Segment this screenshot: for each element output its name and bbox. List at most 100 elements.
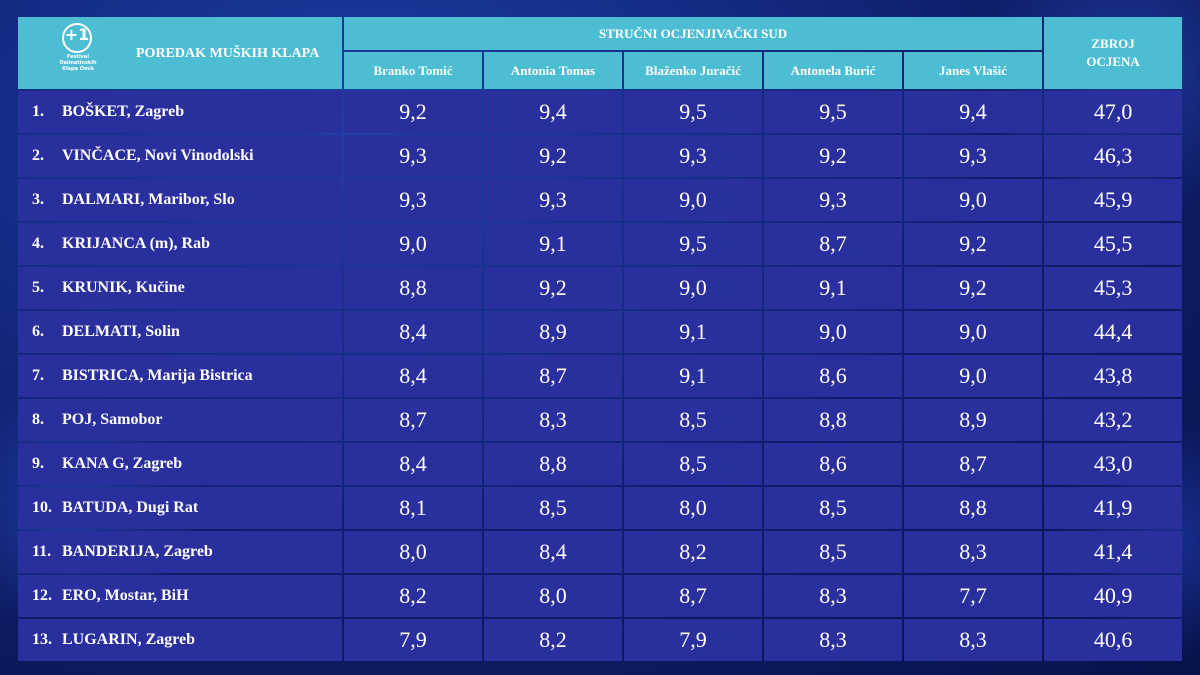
klapa-name-cell: 11. BANDERIJA, Zagreb [18, 531, 342, 573]
table-row: 8. POJ, Samobor 8,7 8,3 8,5 8,8 8,9 43,2 [18, 399, 1183, 441]
score-cell: 8,9 [484, 311, 622, 353]
klapa-name-cell: 2. VINČACE, Novi Vinodolski [18, 135, 342, 177]
score-cell: 9,1 [484, 223, 622, 265]
score-cell: 8,8 [484, 443, 622, 485]
table-row: 5. KRUNIK, Kučine 8,8 9,2 9,0 9,1 9,2 45,3 [18, 267, 1183, 309]
total-cell: 41,9 [1044, 487, 1183, 529]
rank-label: 12. [32, 587, 52, 604]
klapa-name-cell: 3. DALMARI, Maribor, Slo [18, 179, 342, 221]
table-row: 2. VINČACE, Novi Vinodolski 9,3 9,2 9,3 9,2 9,… [18, 135, 1183, 177]
score-cell: 9,2 [484, 267, 622, 309]
score-cell: 8,1 [344, 487, 482, 529]
score-cell: 9,3 [344, 135, 482, 177]
score-cell: 8,3 [484, 399, 622, 441]
score-cell: 8,2 [624, 531, 762, 573]
score-cell: 9,2 [764, 135, 902, 177]
klapa-name: DALMARI, Maribor, Slo [62, 191, 235, 208]
klapa-name-cell: 5. KRUNIK, Kučine [18, 267, 342, 309]
score-cell: 8,3 [764, 619, 902, 661]
rank-label: 10. [32, 499, 52, 516]
juror-header-2: Antonia Tomas [484, 52, 622, 89]
rank-label: 1. [32, 103, 44, 120]
klapa-name: POJ, Samobor [62, 411, 163, 428]
klapa-name: LUGARIN, Zagreb [62, 631, 196, 648]
score-cell: 8,3 [764, 575, 902, 617]
score-cell: 9,0 [624, 179, 762, 221]
klapa-name: KRIJANCA (m), Rab [62, 235, 210, 252]
klapa-name-cell: 8. POJ, Samobor [18, 399, 342, 441]
score-cell: 9,4 [904, 91, 1043, 133]
klapa-name-cell: 10. BATUDA, Dugi Rat [18, 487, 342, 529]
total-header-line1: ZBROJ [1091, 36, 1135, 51]
total-cell: 44,4 [1044, 311, 1183, 353]
score-cell: 7,7 [904, 575, 1043, 617]
juror-header-4: Antonela Burić [764, 52, 902, 89]
total-cell: 45,5 [1044, 223, 1183, 265]
juror-header-3: Blaženko Juračić [624, 52, 762, 89]
logo-circle-icon [62, 23, 92, 53]
score-cell: 9,3 [344, 179, 482, 221]
score-cell: 9,0 [904, 355, 1043, 397]
score-cell: 9,1 [624, 355, 762, 397]
total-header-line2: OCJENA [1086, 54, 1140, 69]
jury-header: STRUČNI OCJENJIVAČKI SUD [344, 17, 1043, 50]
score-cell: 8,7 [904, 443, 1043, 485]
table-row: 12. ERO, Mostar, BiH 8,2 8,0 8,7 8,3 7,7 40,9 [18, 575, 1183, 617]
score-cell: 8,7 [624, 575, 762, 617]
score-cell: 8,8 [764, 399, 902, 441]
score-cell: 9,3 [484, 179, 622, 221]
klapa-name-cell: 1. BOŠKET, Zagreb [18, 91, 342, 133]
score-cell: 8,0 [624, 487, 762, 529]
rank-label: 5. [32, 279, 44, 296]
score-cell: 9,0 [904, 179, 1043, 221]
klapa-name-cell: 13. LUGARIN, Zagreb [18, 619, 342, 661]
score-cell: 8,0 [344, 531, 482, 573]
score-cell: 8,5 [624, 443, 762, 485]
klapa-name: KRUNIK, Kučine [62, 279, 185, 296]
table-row: 13. LUGARIN, Zagreb 7,9 8,2 7,9 8,3 8,3 40,6 [18, 619, 1183, 661]
rank-label: 6. [32, 323, 44, 340]
table-row: 4. KRIJANCA (m), Rab 9,0 9,1 9,5 8,7 9,2 45,5 [18, 223, 1183, 265]
total-cell: 45,9 [1044, 179, 1183, 221]
score-cell: 8,7 [764, 223, 902, 265]
score-cell: 8,7 [344, 399, 482, 441]
score-cell: 8,5 [764, 487, 902, 529]
table-row: 6. DELMATI, Solin 8,4 8,9 9,1 9,0 9,0 44,4 [18, 311, 1183, 353]
score-cell: 9,3 [904, 135, 1043, 177]
klapa-name-cell: 4. KRIJANCA (m), Rab [18, 223, 342, 265]
score-cell: 9,2 [484, 135, 622, 177]
total-cell: 43,8 [1044, 355, 1183, 397]
score-cell: 9,1 [624, 311, 762, 353]
logo-glyph: +1 [64, 25, 90, 44]
score-cell: 9,3 [764, 179, 902, 221]
title-cell: +1 Festival Dalmatinskih Klapa Omiš PORE… [18, 17, 342, 89]
score-cell: 8,5 [764, 531, 902, 573]
table-row: 7. BISTRICA, Marija Bistrica 8,4 8,7 9,1 8,6 9… [18, 355, 1183, 397]
juror-header-row: Branko Tomić Antonia Tomas Blaženko Jurači… [18, 52, 1182, 89]
klapa-name: BOŠKET, Zagreb [62, 103, 185, 120]
logo-caption: Festival Dalmatinskih Klapa Omiš [59, 54, 97, 72]
klapa-name: VINČACE, Novi Vinodolski [62, 147, 254, 164]
results-table: +1 Festival Dalmatinskih Klapa Omiš PORE… [16, 15, 1184, 663]
juror-header-1: Branko Tomić [344, 52, 482, 89]
juror-header-5: Janes Vlašić [904, 52, 1043, 89]
score-cell: 9,2 [904, 223, 1043, 265]
score-cell: 8,3 [904, 531, 1043, 573]
score-cell: 9,5 [764, 91, 902, 133]
score-cell: 9,0 [624, 267, 762, 309]
score-cell: 8,4 [344, 311, 482, 353]
score-cell: 8,4 [344, 355, 482, 397]
rank-label: 11. [32, 543, 52, 560]
total-cell: 40,6 [1044, 619, 1183, 661]
total-cell: 40,9 [1044, 575, 1183, 617]
score-cell: 9,0 [344, 223, 482, 265]
rank-label: 3. [32, 191, 44, 208]
rank-label: 9. [32, 455, 44, 472]
klapa-name: BANDERIJA, Zagreb [62, 543, 213, 560]
page-title: POREDAK MUŠKIH KLAPA [136, 46, 320, 61]
score-cell: 8,9 [904, 399, 1043, 441]
festival-logo: +1 Festival Dalmatinskih Klapa Omiš [58, 23, 98, 72]
score-cell: 8,3 [904, 619, 1043, 661]
score-cell: 8,8 [344, 267, 482, 309]
score-cell: 8,0 [484, 575, 622, 617]
